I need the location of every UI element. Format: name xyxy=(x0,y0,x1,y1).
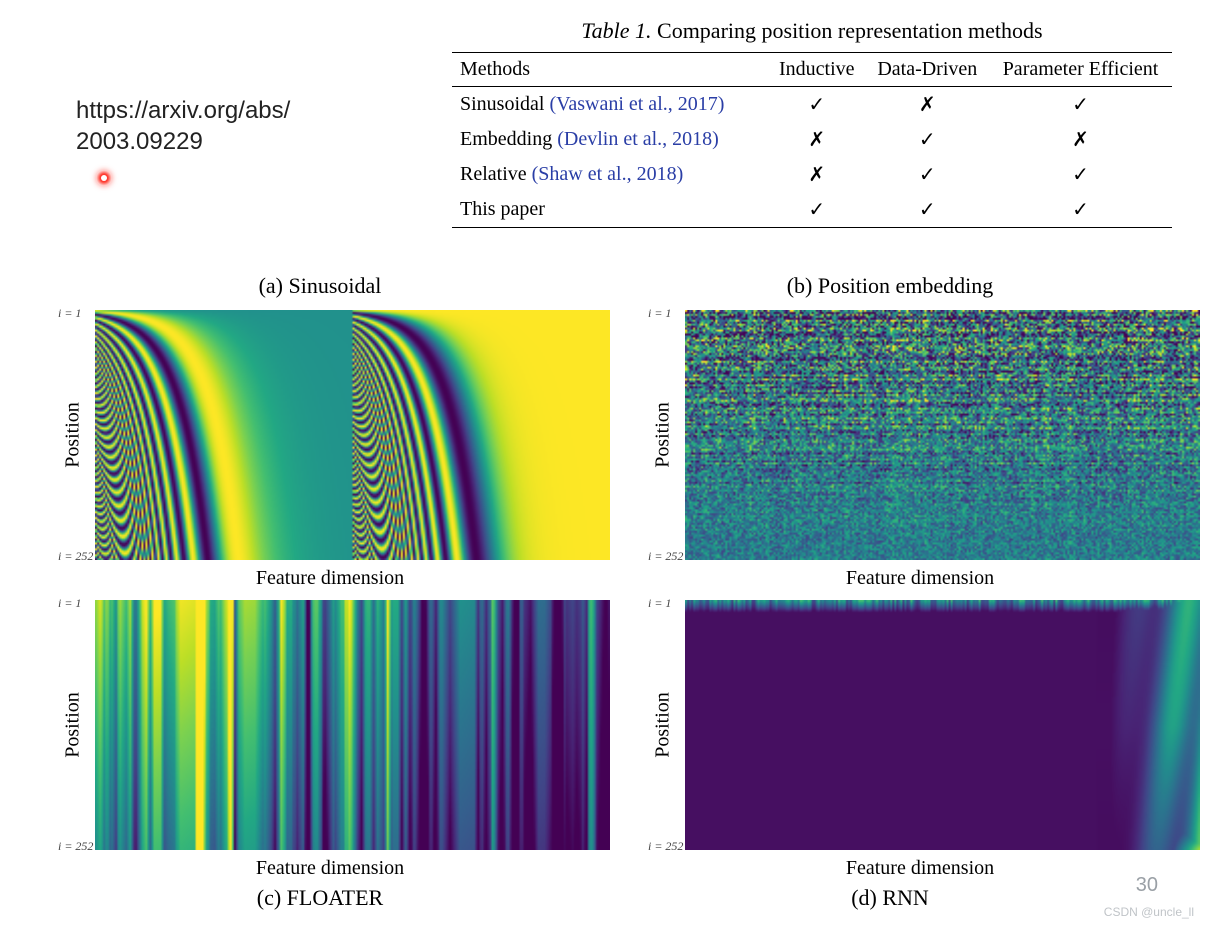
heatmap-floater xyxy=(95,600,610,850)
cell-datadriven: ✓ xyxy=(866,192,990,228)
ytick-top-d: i = 1 xyxy=(648,596,671,611)
subfig-label-b: (b) Position embedding xyxy=(640,273,1140,299)
col-parameff: Parameter Efficient xyxy=(989,53,1172,87)
panel-position-embedding: Position i = 1 i = 252 Feature dimension xyxy=(640,310,1200,560)
col-methods: Methods xyxy=(452,53,768,87)
cell-inductive: ✗ xyxy=(768,157,866,192)
panel-floater: Position i = 1 i = 252 Feature dimension xyxy=(50,600,610,850)
cell-method: Relative (Shaw et al., 2018) xyxy=(452,157,768,192)
heatmap-sinusoidal xyxy=(95,310,610,560)
xlabel-b: Feature dimension xyxy=(640,567,1200,590)
ytick-top-a: i = 1 xyxy=(58,306,81,321)
table-caption-rest: Comparing position representation method… xyxy=(652,18,1043,43)
cell-method: This paper xyxy=(452,192,768,228)
cell-datadriven: ✓ xyxy=(866,122,990,157)
cell-method: Sinusoidal (Vaswani et al., 2017) xyxy=(452,87,768,123)
watermark: CSDN @uncle_ll xyxy=(1104,905,1194,919)
citation: (Shaw et al., 2018) xyxy=(532,163,684,185)
xlabel-c: Feature dimension xyxy=(50,857,610,880)
ytick-bot-c: i = 252 xyxy=(58,839,93,854)
ylabel-b: Position xyxy=(651,402,674,468)
table-row: Relative (Shaw et al., 2018)✗✓✓ xyxy=(452,157,1172,192)
panel-sinusoidal: Position i = 1 i = 252 Feature dimension xyxy=(50,310,610,560)
subfig-label-d: (d) RNN xyxy=(640,885,1140,911)
ylabel-a: Position xyxy=(61,402,84,468)
table-caption: Table 1. Comparing position representati… xyxy=(452,18,1172,44)
heatmap-c-wrap xyxy=(95,600,610,850)
page-root: https://arxiv.org/abs/ 2003.09229 Table … xyxy=(0,0,1218,937)
cell-datadriven: ✗ xyxy=(866,87,990,123)
citation: (Vaswani et al., 2017) xyxy=(549,93,724,115)
subfig-label-c: (c) FLOATER xyxy=(120,885,520,911)
url-line1: https://arxiv.org/abs/ xyxy=(76,97,290,124)
xlabel-a: Feature dimension xyxy=(50,567,610,590)
ytick-bot-b: i = 252 xyxy=(648,549,683,564)
heatmap-rnn xyxy=(685,600,1200,850)
arxiv-url: https://arxiv.org/abs/ 2003.09229 xyxy=(76,95,290,157)
table-caption-prefix: Table 1. xyxy=(581,18,651,43)
table-row: This paper✓✓✓ xyxy=(452,192,1172,228)
ytick-top-b: i = 1 xyxy=(648,306,671,321)
comparison-table: Methods Inductive Data-Driven Parameter … xyxy=(452,52,1172,228)
cell-parameff: ✓ xyxy=(989,192,1172,228)
table-header-row: Methods Inductive Data-Driven Parameter … xyxy=(452,53,1172,87)
subfig-label-a: (a) Sinusoidal xyxy=(120,273,520,299)
cell-inductive: ✗ xyxy=(768,122,866,157)
cell-parameff: ✗ xyxy=(989,122,1172,157)
cell-datadriven: ✓ xyxy=(866,157,990,192)
table-row: Sinusoidal (Vaswani et al., 2017)✓✗✓ xyxy=(452,87,1172,123)
heatmap-d-wrap xyxy=(685,600,1200,850)
laser-pointer-dot xyxy=(96,170,112,186)
citation: (Devlin et al., 2018) xyxy=(557,128,719,150)
cell-method: Embedding (Devlin et al., 2018) xyxy=(452,122,768,157)
xlabel-d: Feature dimension xyxy=(640,857,1200,880)
heatmap-position-embedding xyxy=(685,310,1200,560)
ytick-bot-a: i = 252 xyxy=(58,549,93,564)
cell-parameff: ✓ xyxy=(989,87,1172,123)
url-line2: 2003.09229 xyxy=(76,128,203,155)
ylabel-d: Position xyxy=(651,692,674,758)
col-inductive: Inductive xyxy=(768,53,866,87)
cell-inductive: ✓ xyxy=(768,87,866,123)
ytick-bot-d: i = 252 xyxy=(648,839,683,854)
table1-container: Table 1. Comparing position representati… xyxy=(452,18,1172,228)
page-number: 30 xyxy=(1136,874,1158,897)
table-row: Embedding (Devlin et al., 2018)✗✓✗ xyxy=(452,122,1172,157)
ylabel-c: Position xyxy=(61,692,84,758)
panel-rnn: Position i = 1 i = 252 Feature dimension xyxy=(640,600,1200,850)
heatmap-b-wrap xyxy=(685,310,1200,560)
cell-parameff: ✓ xyxy=(989,157,1172,192)
heatmap-a-wrap xyxy=(95,310,610,560)
table-body: Sinusoidal (Vaswani et al., 2017)✓✗✓Embe… xyxy=(452,87,1172,228)
ytick-top-c: i = 1 xyxy=(58,596,81,611)
cell-inductive: ✓ xyxy=(768,192,866,228)
col-datadrv: Data-Driven xyxy=(866,53,990,87)
